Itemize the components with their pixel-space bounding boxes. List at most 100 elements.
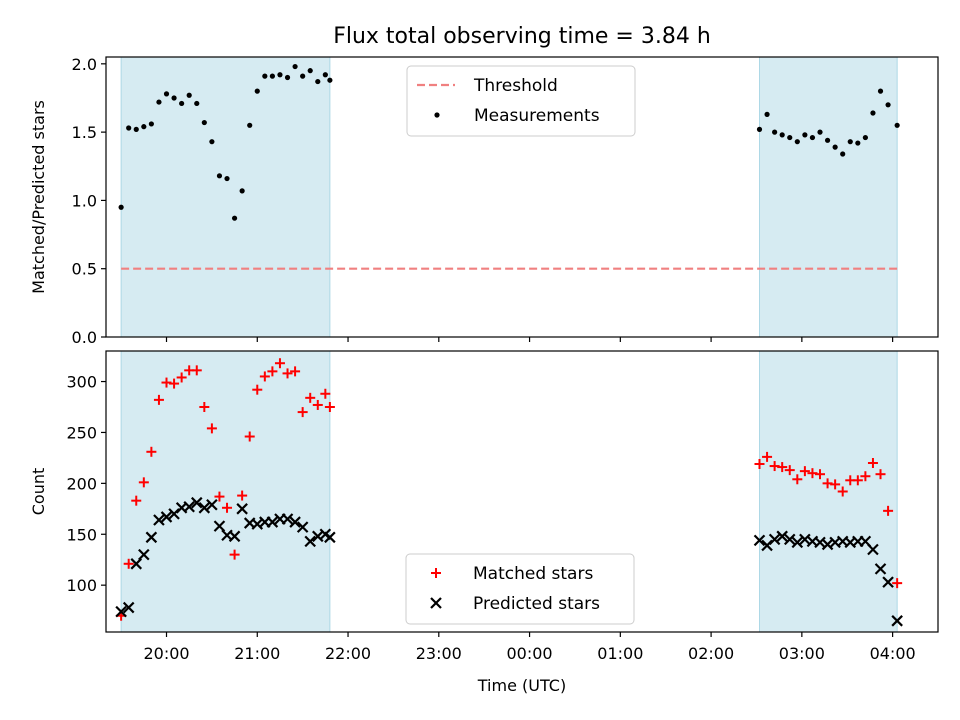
x-tick-label: 22:00 <box>325 644 371 663</box>
measurement-point <box>817 129 823 135</box>
observing-window-band <box>120 350 331 633</box>
legend-label: Measurements <box>474 106 600 126</box>
measurement-point <box>809 134 816 141</box>
legend: Matched stars Predicted stars <box>405 553 635 625</box>
observing-window-band <box>758 350 898 633</box>
y-tick-label: 250 <box>66 423 97 442</box>
x-tick-label: 00:00 <box>507 644 553 663</box>
predicted-star-point <box>190 496 203 509</box>
matched-star-point <box>222 502 233 513</box>
predicted-star-point <box>115 605 127 618</box>
matched-star-point <box>777 462 788 473</box>
predicted-star-point <box>874 563 887 575</box>
y-tick-label: 200 <box>66 474 97 493</box>
measurement-point <box>201 119 207 126</box>
matched-star-point <box>754 459 765 470</box>
y-tick-label: 100 <box>66 576 97 595</box>
measurement-point <box>141 124 147 130</box>
measurement-point <box>284 74 291 81</box>
x-tick-label: 02:00 <box>688 644 734 663</box>
measurement-point <box>269 73 275 79</box>
measurement-point <box>322 72 328 78</box>
measurement-point <box>277 72 283 78</box>
legend-box <box>405 553 635 625</box>
predicted-star-point <box>768 533 781 546</box>
axes-frame <box>105 350 939 633</box>
x-axis-label: Time (UTC) <box>477 676 566 695</box>
y-tick-label: 1.0 <box>72 191 97 210</box>
matched-star-point <box>274 358 285 369</box>
matched-star-point <box>799 466 810 477</box>
matched-star-point <box>822 478 833 489</box>
predicted-star-point <box>891 615 903 627</box>
matched-star-point <box>860 471 871 482</box>
measurement-point <box>756 126 763 132</box>
matched-star-point <box>784 465 795 476</box>
matched-star-point <box>169 378 180 389</box>
measurement-point <box>216 173 223 179</box>
bottom-panel: 100 150 200 250 300 20:00 21:00 22:00 23:00 00:00… <box>29 350 939 695</box>
measurement-point <box>862 134 868 141</box>
predicted-star-point <box>138 548 150 561</box>
measurement-point <box>133 126 139 132</box>
x-tick-label: 21:00 <box>234 644 280 663</box>
measurement-point <box>179 100 185 107</box>
predicted-star-point <box>791 536 804 549</box>
measurement-point <box>772 129 778 135</box>
measurement-point <box>171 95 177 101</box>
y-axis-label: Count <box>29 468 48 516</box>
observing-window-band <box>120 56 331 338</box>
matched-star-point <box>297 407 308 418</box>
measurement-point <box>870 110 876 116</box>
measurement-point <box>118 204 124 210</box>
y-tick-label: 2.0 <box>72 55 97 74</box>
predicted-star-point <box>198 502 211 514</box>
matched-star-point <box>229 549 240 560</box>
matched-star-point <box>305 392 316 403</box>
predicted-star-point <box>783 533 796 546</box>
matched-star-point <box>131 495 142 506</box>
predicted-star-point <box>776 530 788 543</box>
measurement-point <box>224 175 230 182</box>
x-tick-label: 04:00 <box>870 644 916 663</box>
predicted-star-point <box>213 520 226 532</box>
measurement-point <box>855 140 861 146</box>
measurement-point <box>840 151 846 157</box>
matched-star-point <box>762 451 773 462</box>
legend-label: Threshold <box>473 76 558 96</box>
predicted-star-point <box>130 558 143 570</box>
matched-star-point <box>153 394 164 405</box>
matched-star-point <box>892 578 903 589</box>
matched-star-point <box>837 486 848 497</box>
predicted-star-point <box>304 535 316 548</box>
top-panel: 0.0 0.5 1.0 1.5 2.0 Matched/Predicted stars Th… <box>29 55 939 347</box>
measurement-point <box>894 122 900 128</box>
matched-star-point <box>176 372 187 383</box>
measurement-point <box>163 91 170 97</box>
measurement-point <box>262 73 268 79</box>
y-tick-label: 300 <box>66 373 97 392</box>
matched-star-point <box>244 431 255 442</box>
matched-star-point <box>320 388 331 399</box>
measurement-point <box>186 92 192 98</box>
predicted-star-point <box>145 531 158 544</box>
measurement-point <box>247 122 253 128</box>
matched-star-point <box>138 477 149 488</box>
measurement-point <box>126 125 132 131</box>
matched-star-point <box>237 490 248 501</box>
measurement-point <box>300 73 306 79</box>
measurement-point <box>231 215 238 221</box>
legend: Threshold Measurements <box>406 65 636 137</box>
predicted-star-point <box>867 543 879 556</box>
matched-star-point <box>259 371 270 382</box>
matched-star-point <box>883 505 894 516</box>
matched-star-point <box>282 368 293 379</box>
matched-star-point <box>875 469 886 480</box>
y-tick-label: 0.5 <box>72 260 97 279</box>
measurement-point <box>292 63 298 70</box>
predicted-star-point <box>289 516 301 528</box>
predicted-star-point <box>183 500 195 513</box>
legend-measurement-swatch <box>434 112 440 118</box>
matched-star-point <box>123 558 134 569</box>
predicted-star-point <box>153 514 165 526</box>
